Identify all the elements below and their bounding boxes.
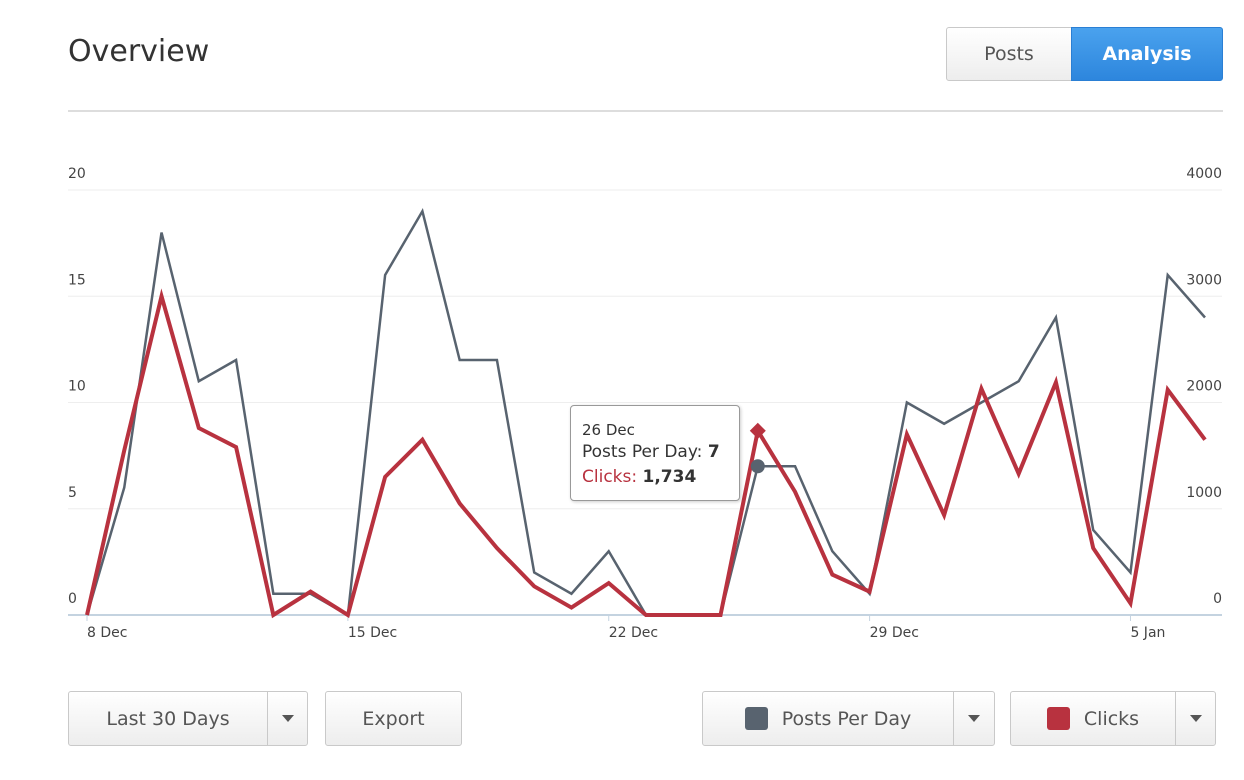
legend-label: Clicks	[1083, 707, 1140, 730]
tooltip-value: 1,734	[642, 467, 697, 487]
separator	[267, 692, 268, 745]
y-tick-label: 0	[68, 591, 77, 607]
x-tick-label: 29 Dec	[870, 625, 919, 641]
x-tick-label: 5 Jan	[1130, 625, 1165, 641]
y-tick-label: 10	[68, 379, 86, 395]
y-tick-label: 5	[68, 485, 77, 501]
range-label: Last 30 Days	[106, 707, 230, 730]
chart: 0 5 10 15 20 0 1000 2000 3000 4000 8 Dec 15 Dec 22 D…	[68, 166, 1222, 641]
x-tick-label: 8 Dec	[87, 625, 127, 641]
clicks-series-select[interactable]: Clicks	[1010, 691, 1216, 746]
analysis-tab[interactable]: Analysis	[1071, 27, 1223, 81]
separator	[953, 692, 954, 745]
y2-tick-label: 1000	[1186, 485, 1222, 501]
tooltip-series: Clicks	[582, 467, 643, 487]
posts-series-select[interactable]: Posts Per Day	[702, 691, 995, 746]
x-tick-label: 15 Dec	[348, 625, 397, 641]
x-tick-label: 22 Dec	[609, 625, 658, 641]
range-select[interactable]: Last 30 Days	[68, 691, 308, 746]
divider	[68, 110, 1223, 112]
posts-tab[interactable]: Posts	[946, 27, 1072, 81]
caret	[1189, 715, 1202, 722]
y-tick-label: 15	[68, 272, 86, 288]
tooltip-title: 26 Dec	[582, 421, 635, 439]
tooltip-value: 7	[707, 442, 720, 462]
tooltip: 26 Dec Posts Per Day7 Clicks1,734	[570, 405, 740, 501]
hover-marker	[750, 459, 765, 474]
y2-tick-label: 4000	[1186, 166, 1222, 182]
y2-tick-label: 3000	[1186, 272, 1222, 288]
legend-swatch	[1046, 707, 1070, 730]
legend-swatch	[744, 707, 768, 730]
hover-marker	[749, 422, 766, 439]
tooltip-series: Posts Per Day	[582, 442, 708, 462]
export-button[interactable]: Export	[325, 691, 462, 746]
legend-label: Posts Per Day	[781, 707, 912, 730]
page-title: Overview	[68, 34, 210, 69]
y2-tick-label: 0	[1213, 591, 1222, 607]
caret	[968, 715, 980, 722]
y-tick-label: 20	[68, 166, 86, 182]
y2-tick-label: 2000	[1186, 379, 1222, 395]
caret	[281, 715, 294, 722]
series-line	[85, 288, 1207, 619]
separator	[1175, 692, 1176, 745]
